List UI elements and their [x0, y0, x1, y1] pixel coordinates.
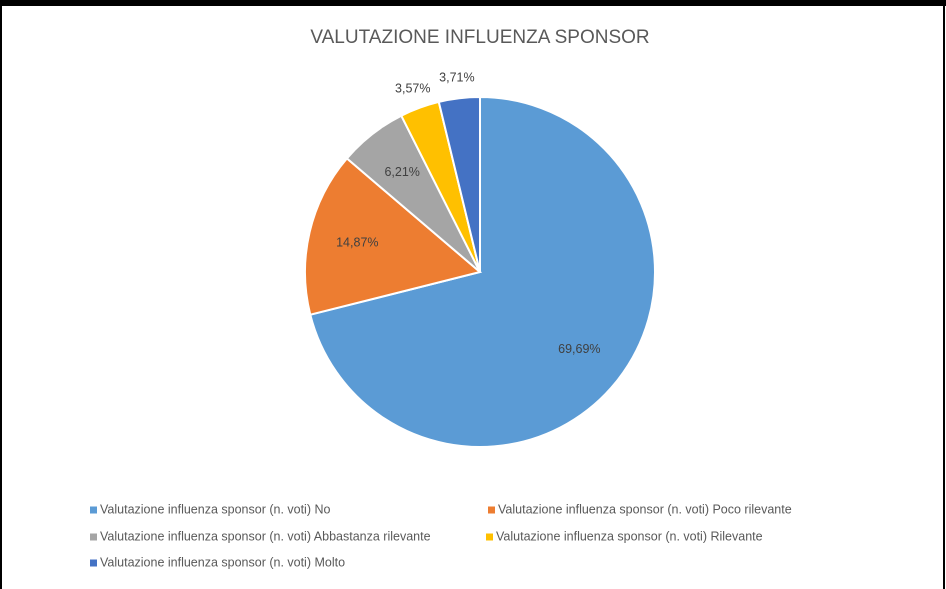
legend-swatch [90, 533, 97, 541]
pie-slice [309, 95, 656, 448]
data-label: 69,69% [558, 342, 600, 356]
frame-top [0, 0, 946, 6]
legend-swatch [488, 506, 495, 514]
frame-left [0, 0, 2, 589]
data-label: 14,87% [336, 236, 378, 250]
legend-swatch [90, 559, 97, 567]
legend-swatch [486, 533, 493, 541]
legend-swatch [90, 506, 97, 514]
data-label: 3,71% [439, 71, 474, 85]
legend-label: Valutazione influenza sponsor (n. voti) … [496, 529, 763, 543]
pie-slice [437, 95, 481, 273]
chart-title: VALUTAZIONE INFLUENZA SPONSOR [310, 27, 649, 48]
legend-label: Valutazione influenza sponsor (n. voti) … [100, 555, 345, 569]
data-label: 6,21% [384, 165, 419, 179]
frame-right [943, 0, 945, 589]
pie-slice [304, 157, 483, 316]
data-label: 3,57% [395, 81, 430, 95]
legend-label: Valutazione influenza sponsor (n. voti) … [498, 502, 792, 516]
legend-label: Valutazione influenza sponsor (n. voti) … [100, 529, 431, 543]
legend-label: Valutazione influenza sponsor (n. voti) … [100, 502, 330, 516]
